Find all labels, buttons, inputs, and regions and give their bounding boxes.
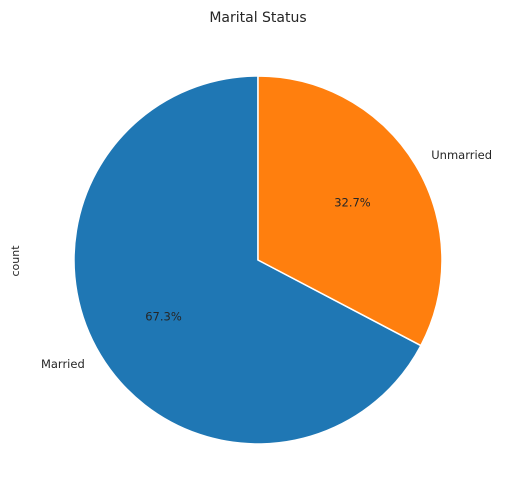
pie-category-label-married: Married [41, 357, 85, 371]
pie-category-label-unmarried: Unmarried [431, 148, 492, 162]
chart-title: Marital Status [209, 10, 306, 26]
pie-slices [73, 75, 443, 445]
pie-slice-married [73, 75, 422, 445]
pie-pct-label-unmarried: 32.7% [334, 195, 371, 209]
y-axis-label: count [9, 245, 22, 277]
pie-labels: 67.3% Married 32.7% Unmarried [41, 148, 492, 371]
pie-pct-label-married: 67.3% [145, 310, 182, 324]
pie-slice-unmarried [257, 75, 443, 347]
